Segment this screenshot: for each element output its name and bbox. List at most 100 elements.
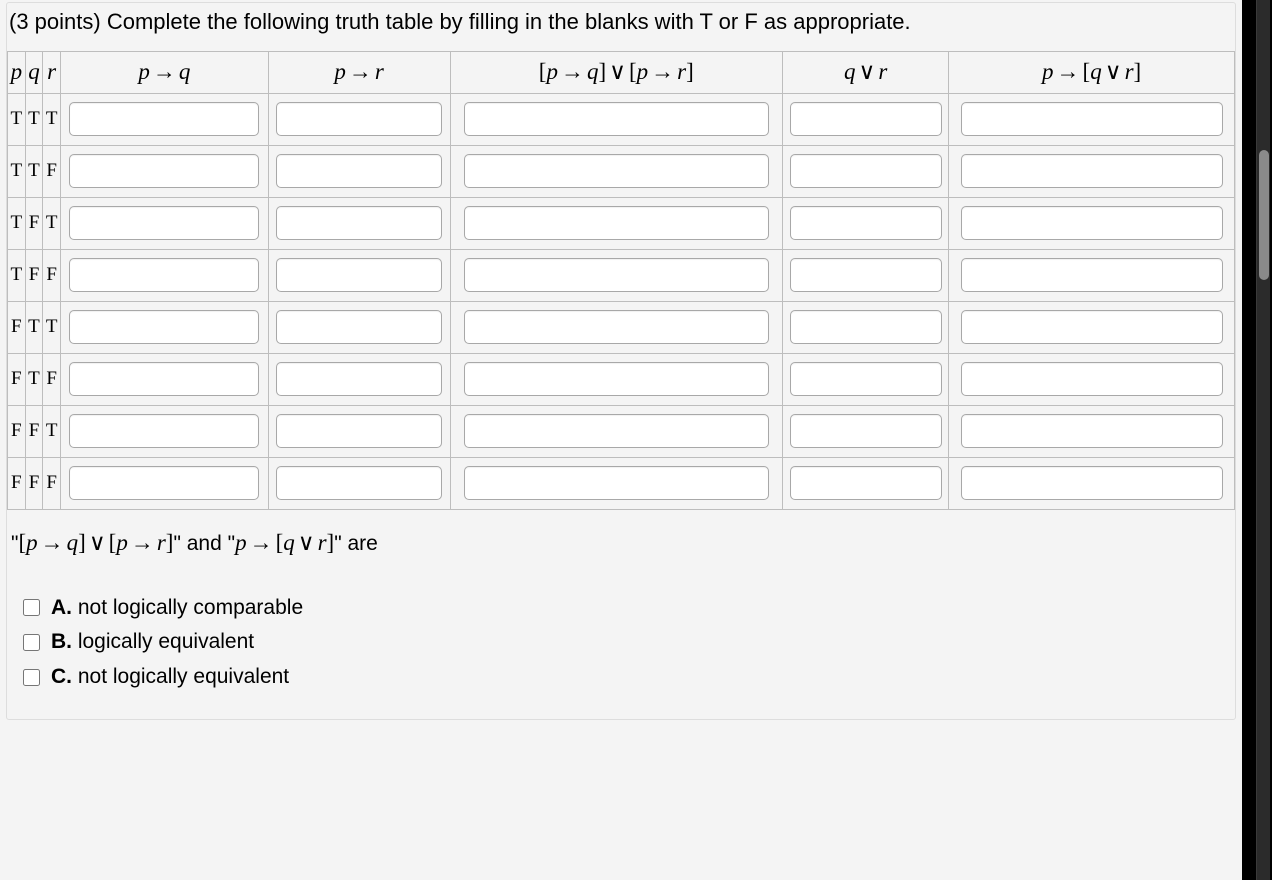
header-col-1: p→q <box>138 59 190 84</box>
choice-b-text: logically equivalent <box>72 630 254 653</box>
cell-p: T <box>8 145 26 197</box>
table-row: FFT <box>8 405 1235 457</box>
answer-cell <box>450 197 782 249</box>
answer-input-r0-c2[interactable] <box>276 102 442 136</box>
cell-r: T <box>43 405 61 457</box>
stmt-suffix: " are <box>334 532 378 555</box>
header-col-3: [p→q]∨[p→r] <box>539 59 694 84</box>
header-col-2: p→r <box>334 59 383 84</box>
answer-cell <box>783 249 949 301</box>
answer-input-r3-c4[interactable] <box>790 258 942 292</box>
choice-c-checkbox[interactable] <box>23 669 40 686</box>
answer-input-r6-c1[interactable] <box>69 414 259 448</box>
answer-cell <box>268 301 450 353</box>
answer-cell <box>949 353 1235 405</box>
question-panel: (3 points) Complete the following truth … <box>6 2 1236 720</box>
answer-input-r2-c2[interactable] <box>276 206 442 240</box>
answer-cell <box>268 353 450 405</box>
answer-cell <box>450 353 782 405</box>
answer-cell <box>450 457 782 509</box>
answer-cell <box>949 93 1235 145</box>
answer-input-r3-c3[interactable] <box>464 258 769 292</box>
answer-cell <box>60 93 268 145</box>
answer-cell <box>60 197 268 249</box>
header-q: q <box>28 59 40 84</box>
answer-input-r6-c5[interactable] <box>961 414 1223 448</box>
answer-cell <box>949 457 1235 509</box>
answer-cell <box>783 93 949 145</box>
cell-q: T <box>25 145 43 197</box>
answer-input-r4-c1[interactable] <box>69 310 259 344</box>
scrollbar-thumb[interactable] <box>1259 150 1269 280</box>
answer-input-r1-c5[interactable] <box>961 154 1223 188</box>
answer-input-r5-c1[interactable] <box>69 362 259 396</box>
truth-table: p q r p→q p→r [p→q]∨[p→r] q∨r p→[q∨r] TT… <box>7 51 1235 510</box>
answer-input-r1-c4[interactable] <box>790 154 942 188</box>
header-col-4: q∨r <box>844 59 887 84</box>
answer-input-r3-c2[interactable] <box>276 258 442 292</box>
header-r: r <box>47 59 56 84</box>
answer-input-r5-c2[interactable] <box>276 362 442 396</box>
answer-cell <box>60 249 268 301</box>
cell-r: T <box>43 197 61 249</box>
answer-cell <box>60 353 268 405</box>
answer-input-r5-c3[interactable] <box>464 362 769 396</box>
answer-cell <box>783 197 949 249</box>
answer-input-r7-c2[interactable] <box>276 466 442 500</box>
answer-input-r4-c2[interactable] <box>276 310 442 344</box>
answer-input-r2-c4[interactable] <box>790 206 942 240</box>
answer-cell <box>450 249 782 301</box>
answer-input-r0-c4[interactable] <box>790 102 942 136</box>
choice-a-checkbox[interactable] <box>23 599 40 616</box>
answer-input-r3-c1[interactable] <box>69 258 259 292</box>
answer-input-r5-c5[interactable] <box>961 362 1223 396</box>
choice-b-checkbox[interactable] <box>23 634 40 651</box>
stmt-expr-2: p→[q∨r] <box>235 530 334 555</box>
answer-input-r5-c4[interactable] <box>790 362 942 396</box>
answer-input-r4-c5[interactable] <box>961 310 1223 344</box>
answer-input-r3-c5[interactable] <box>961 258 1223 292</box>
answer-input-r4-c4[interactable] <box>790 310 942 344</box>
answer-input-r1-c2[interactable] <box>276 154 442 188</box>
answer-cell <box>60 145 268 197</box>
answer-cell <box>268 249 450 301</box>
right-gutter <box>1242 0 1272 880</box>
table-row: FFF <box>8 457 1235 509</box>
choice-c-letter: C. <box>51 665 72 688</box>
answer-input-r0-c5[interactable] <box>961 102 1223 136</box>
choice-a-text: not logically comparable <box>72 596 303 619</box>
header-col-5: p→[q∨r] <box>1042 59 1141 84</box>
answer-cell <box>949 405 1235 457</box>
answer-input-r6-c3[interactable] <box>464 414 769 448</box>
answer-input-r6-c4[interactable] <box>790 414 942 448</box>
answer-input-r2-c5[interactable] <box>961 206 1223 240</box>
answer-input-r2-c1[interactable] <box>69 206 259 240</box>
answer-cell <box>450 301 782 353</box>
table-row: FTT <box>8 301 1235 353</box>
choice-c-label: C. not logically equivalent <box>51 661 289 694</box>
choice-c-text: not logically equivalent <box>72 665 289 688</box>
answer-input-r1-c1[interactable] <box>69 154 259 188</box>
answer-cell <box>268 457 450 509</box>
cell-q: F <box>25 249 43 301</box>
answer-cell <box>783 145 949 197</box>
answer-input-r6-c2[interactable] <box>276 414 442 448</box>
answer-input-r7-c1[interactable] <box>69 466 259 500</box>
choice-b-label: B. logically equivalent <box>51 626 254 659</box>
answer-input-r7-c5[interactable] <box>961 466 1223 500</box>
answer-cell <box>783 301 949 353</box>
cell-q: T <box>25 353 43 405</box>
header-p: p <box>11 59 23 84</box>
stmt-expr-1: [p→q]∨[p→r] <box>18 530 173 555</box>
answer-input-r7-c4[interactable] <box>790 466 942 500</box>
cell-p: F <box>8 301 26 353</box>
answer-input-r2-c3[interactable] <box>464 206 769 240</box>
answer-input-r0-c1[interactable] <box>69 102 259 136</box>
answer-input-r1-c3[interactable] <box>464 154 769 188</box>
answer-cell <box>949 249 1235 301</box>
scrollbar-track[interactable] <box>1256 0 1270 880</box>
answer-input-r4-c3[interactable] <box>464 310 769 344</box>
answer-input-r0-c3[interactable] <box>464 102 769 136</box>
cell-q: F <box>25 405 43 457</box>
answer-input-r7-c3[interactable] <box>464 466 769 500</box>
